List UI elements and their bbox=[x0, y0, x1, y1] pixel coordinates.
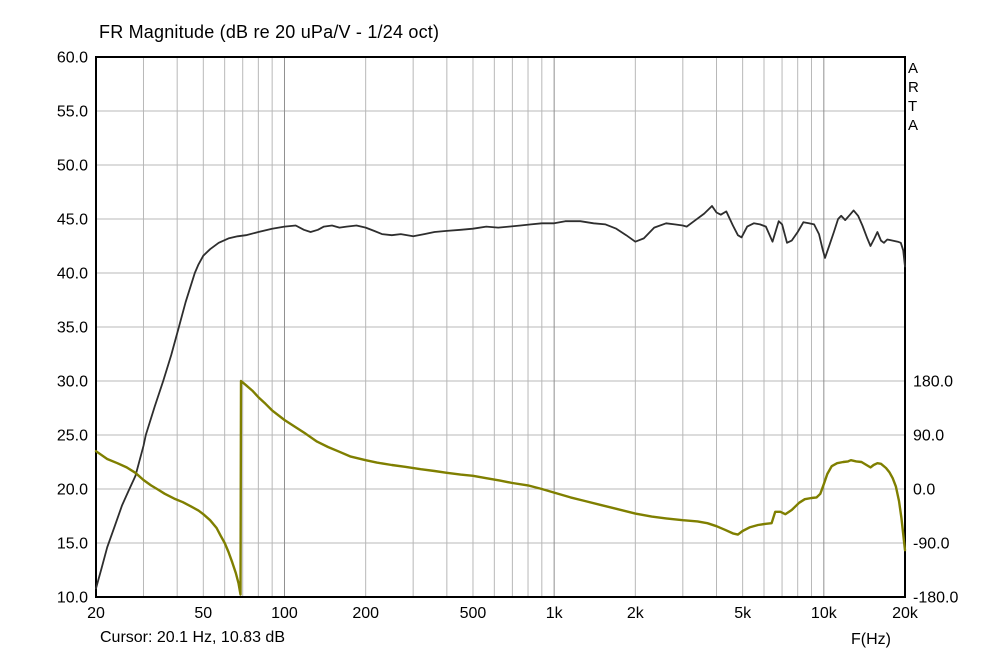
y-left-tick-label: 50.0 bbox=[57, 158, 88, 175]
x-tick-label: 20k bbox=[892, 605, 919, 622]
arta-letter: A bbox=[908, 60, 919, 77]
arta-letter: R bbox=[908, 79, 919, 96]
y-left-tick-label: 15.0 bbox=[57, 536, 88, 553]
y-left-tick-label: 10.0 bbox=[57, 590, 88, 607]
chart-title: FR Magnitude (dB re 20 uPa/V - 1/24 oct) bbox=[99, 22, 440, 42]
x-tick-label: 2k bbox=[627, 605, 645, 622]
y-left-tick-label: 20.0 bbox=[57, 482, 88, 499]
y-left-tick-label: 55.0 bbox=[57, 104, 88, 121]
phase-curve bbox=[94, 379, 907, 596]
arta-watermark: A R T A bbox=[908, 59, 919, 135]
y-right-tick-label: 90.0 bbox=[913, 428, 944, 445]
y-left-tick-label: 45.0 bbox=[57, 212, 88, 229]
y-left-tick-label: 25.0 bbox=[57, 428, 88, 445]
x-tick-label: 1k bbox=[546, 605, 564, 622]
y-right-tick-label: -180.0 bbox=[913, 590, 958, 607]
y-right-tick-label: 180.0 bbox=[913, 374, 953, 391]
x-axis-unit-label: F(Hz) bbox=[851, 631, 891, 648]
x-tick-label: 50 bbox=[194, 605, 212, 622]
x-tick-label: 5k bbox=[734, 605, 752, 622]
y-left-tick-label: 35.0 bbox=[57, 320, 88, 337]
magnitude-curve bbox=[95, 205, 906, 590]
x-tick-label: 500 bbox=[460, 605, 487, 622]
y-right-tick-label: 0.0 bbox=[913, 482, 935, 499]
y-left-tick-label: 30.0 bbox=[57, 374, 88, 391]
y-right-tick-label: -90.0 bbox=[913, 536, 950, 553]
x-tick-label: 10k bbox=[811, 605, 838, 622]
y-left-tick-label: 60.0 bbox=[57, 50, 88, 67]
arta-letter: T bbox=[908, 98, 918, 115]
x-tick-label: 200 bbox=[352, 605, 379, 622]
x-tick-label: 20 bbox=[87, 605, 105, 622]
arta-letter: A bbox=[908, 117, 919, 134]
plot-border bbox=[95, 56, 906, 598]
y-left-tick-label: 40.0 bbox=[57, 266, 88, 283]
cursor-readout: Cursor: 20.1 Hz, 10.83 dB bbox=[100, 629, 285, 646]
x-tick-label: 100 bbox=[271, 605, 298, 622]
